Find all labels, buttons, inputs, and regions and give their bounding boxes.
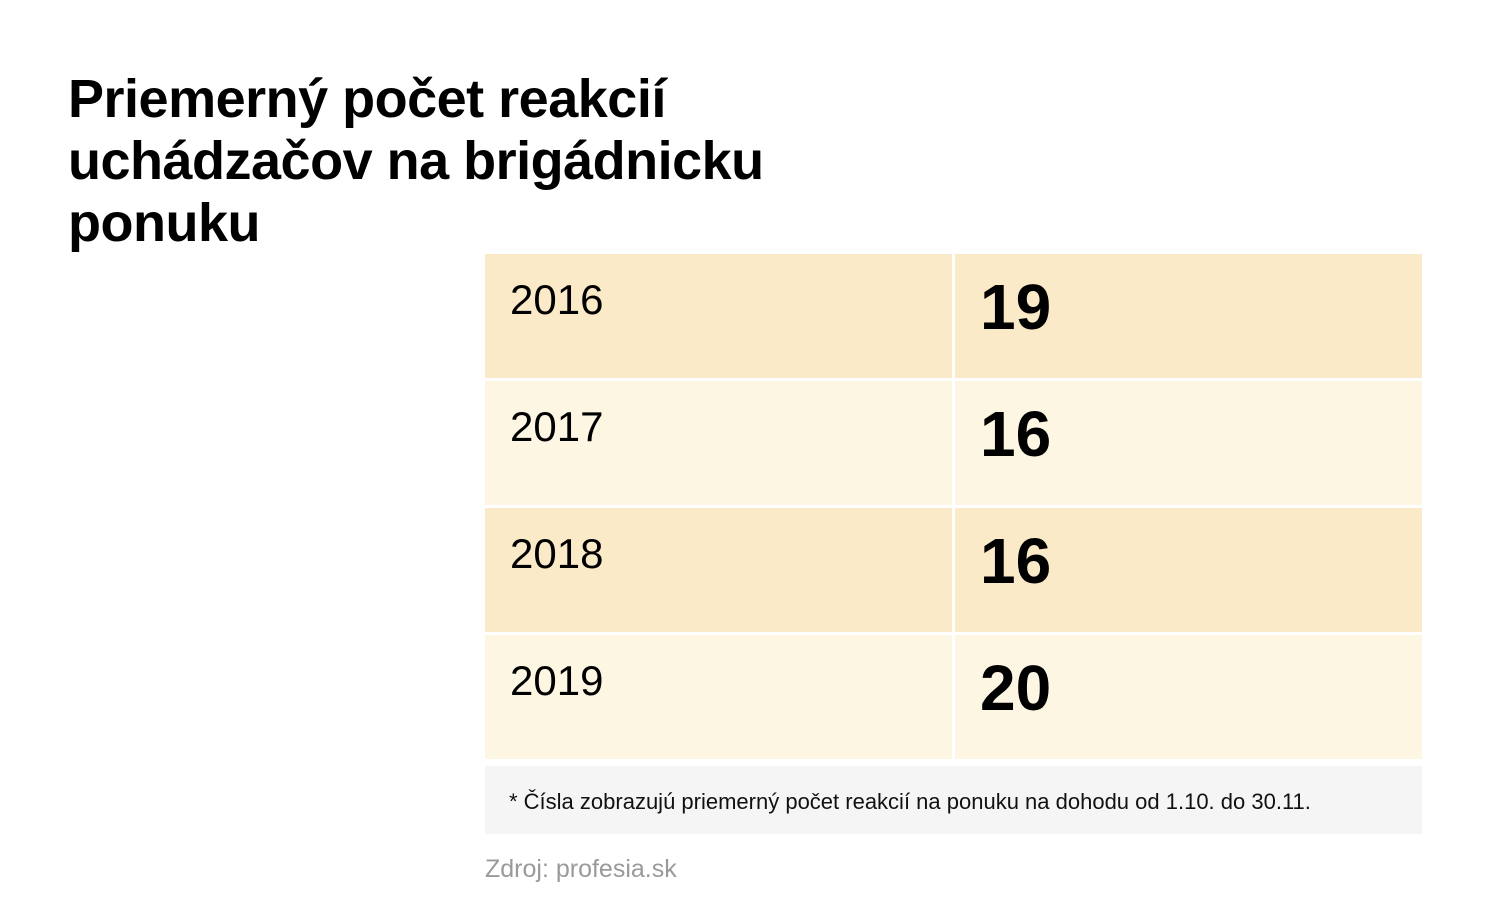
footnote-box: * Čísla zobrazujú priemerný počet reakci… [485,766,1422,834]
footnote-text: * Čísla zobrazujú priemerný počet reakci… [509,789,1311,814]
table-row: 2018 16 [485,508,1422,632]
table-row: 2017 16 [485,381,1422,505]
value-cell: 16 [955,381,1422,505]
source-label: Zdroj: profesia.sk [485,855,677,883]
year-cell: 2018 [485,508,952,632]
value-cell: 20 [955,635,1422,759]
year-label: 2018 [510,530,604,577]
value-label: 16 [980,398,1052,470]
year-label: 2016 [510,276,604,323]
year-cell: 2016 [485,254,952,378]
table-row: 2016 19 [485,254,1422,378]
value-label: 19 [980,271,1052,343]
year-label: 2017 [510,403,604,450]
year-cell: 2019 [485,635,952,759]
value-label: 20 [980,652,1052,724]
value-label: 16 [980,525,1052,597]
value-cell: 16 [955,508,1422,632]
table-row: 2019 20 [485,635,1422,759]
year-cell: 2017 [485,381,952,505]
data-table: 2016 19 2017 16 2018 16 2019 20 [485,254,1422,762]
chart-title: Priemerný počet reakcií uchádzačov na br… [68,69,764,253]
value-cell: 19 [955,254,1422,378]
year-label: 2019 [510,657,604,704]
